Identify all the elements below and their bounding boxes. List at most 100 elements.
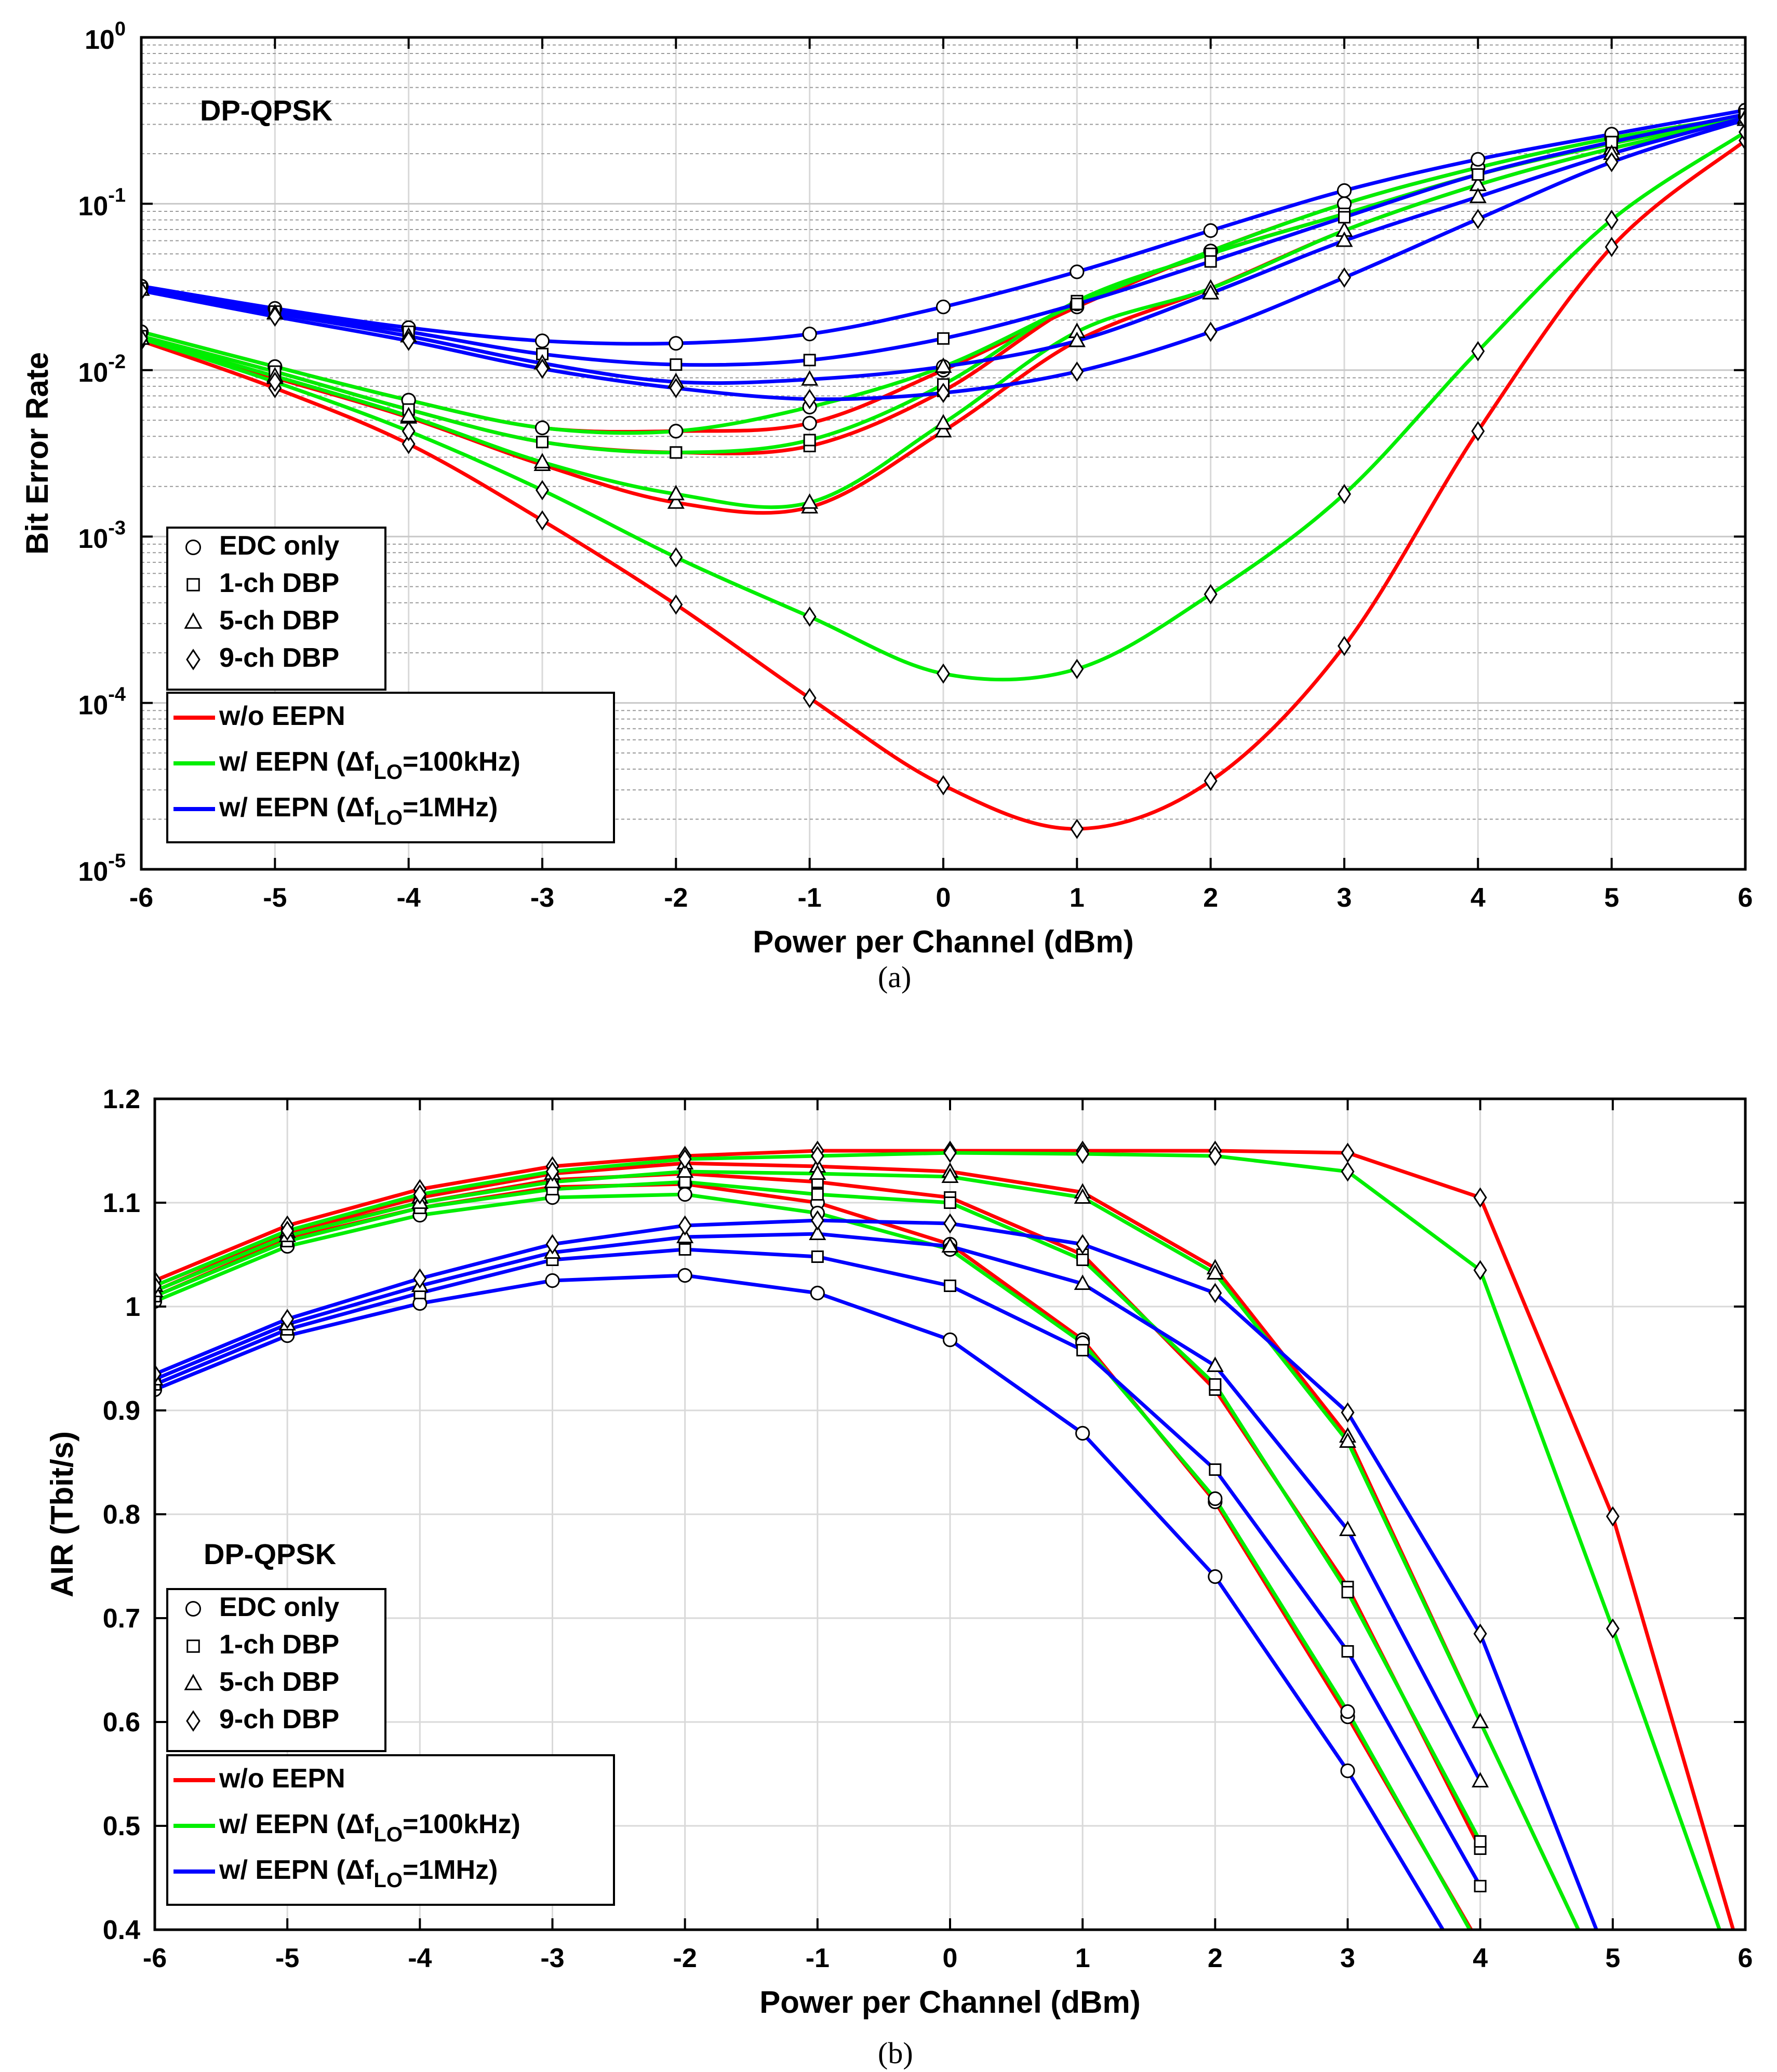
data-point-11-2 (413, 1268, 427, 1289)
x-axis-label: Power per Channel (dBm) (753, 924, 1133, 959)
y-tick-label: 10-5 (78, 850, 126, 887)
data-point-9-6 (944, 1280, 956, 1292)
data-point-11-8 (1204, 321, 1218, 342)
data-point-8-6 (936, 299, 951, 315)
data-point-11-3 (535, 358, 550, 379)
x-tick-label: -2 (664, 883, 688, 913)
data-point-11-1 (280, 1309, 295, 1329)
data-point-10-9 (1339, 1521, 1357, 1536)
data-point-10-9 (1335, 231, 1353, 247)
data-point-6-9 (1339, 1432, 1357, 1448)
data-point-11-10 (1471, 209, 1485, 230)
data-point-3-8 (1204, 771, 1218, 791)
data-point-6-3 (533, 453, 551, 468)
data-point-5-6 (944, 1196, 956, 1209)
legend-subscript: LO (373, 761, 403, 784)
line-legend-box (166, 692, 615, 843)
data-point-9-10 (1472, 168, 1485, 181)
data-point-10-10 (1469, 187, 1487, 204)
data-point-5-5 (811, 1188, 824, 1201)
data-point-7-3 (545, 1161, 559, 1182)
data-point-0-5 (802, 415, 817, 431)
legend-marker-square (186, 578, 200, 591)
x-tick-label: 0 (943, 1943, 958, 1973)
x-tick-label: -5 (263, 883, 287, 913)
y-tick-exponent: -2 (108, 351, 126, 373)
x-tick-label: 1 (1075, 1943, 1090, 1973)
data-point-3-2 (402, 434, 416, 454)
x-tick-label: -3 (540, 1943, 564, 1973)
y-tick-label: 10-2 (78, 351, 126, 388)
data-point-11-5 (803, 389, 817, 410)
x-tick-label: 2 (1208, 1943, 1223, 1973)
data-point-11-7 (1070, 361, 1084, 382)
data-point-9-10 (1474, 1880, 1487, 1892)
y-tick-label: 10-4 (78, 684, 126, 721)
legend-marker-square (186, 1639, 200, 1653)
legend-text: w/ EEPN (Δf (219, 1855, 374, 1885)
chart-annotation: DP-QPSK (204, 1538, 336, 1570)
data-point-7-0 (155, 1275, 162, 1296)
panel-label-a: (a) (878, 960, 912, 994)
data-point-6-4 (667, 485, 685, 501)
marker-legend-box (166, 1588, 386, 1752)
data-point-10-5 (809, 1225, 826, 1240)
x-tick-label: -1 (798, 883, 822, 913)
data-point-7-10 (1471, 341, 1485, 361)
line-legend-box (166, 1754, 615, 1906)
x-tick-label: 0 (936, 883, 951, 913)
data-point-10-4 (676, 1228, 694, 1243)
x-tick-label: -4 (408, 1943, 432, 1973)
y-tick-label: 0.6 (103, 1707, 140, 1738)
y-tick-label: 0.9 (103, 1396, 140, 1426)
x-tick-label: -4 (397, 883, 421, 913)
x-tick-label: -1 (806, 1943, 830, 1973)
data-point-9-4 (670, 358, 683, 371)
data-point-9-5 (811, 1250, 824, 1263)
data-point-6-6 (941, 1167, 959, 1183)
data-point-8-10 (1471, 152, 1486, 167)
legend-marker-triangle (184, 1674, 203, 1690)
data-point-10-8 (1202, 284, 1220, 300)
series-line-6 (155, 1169, 1581, 1930)
y-tick-label: 0.4 (103, 1915, 140, 1945)
x-tick-label: 4 (1471, 883, 1486, 913)
data-point-7-4 (669, 547, 683, 568)
x-tick-label: 2 (1203, 883, 1218, 913)
data-point-7-9 (1337, 483, 1352, 504)
legend-text: w/o EEPN (219, 1764, 345, 1794)
data-point-2-4 (667, 493, 685, 509)
legend-subscript: LO (373, 1823, 403, 1846)
data-point-11-3 (545, 1234, 559, 1255)
data-point-8-3 (535, 333, 550, 348)
data-point-6-8 (1206, 1264, 1224, 1280)
x-tick-label: 4 (1473, 1943, 1488, 1973)
legend-label-diamond: 9-ch DBP (219, 1704, 339, 1734)
y-tick-base: 10 (78, 358, 108, 388)
marker-legend-box (166, 527, 386, 691)
data-point-11-4 (669, 378, 683, 398)
y-tick-label: 1.1 (103, 1188, 140, 1218)
legend-tail: =1MHz) (403, 1855, 498, 1885)
y-tick-exponent: -3 (108, 517, 126, 539)
data-point-9-9 (1341, 1645, 1354, 1658)
data-point-8-7 (1070, 264, 1085, 279)
y-tick-base: 10 (78, 191, 108, 221)
data-point-7-10 (1473, 1260, 1487, 1281)
legend-line-label-green: w/ EEPN (ΔfLO=100kHz) (219, 747, 520, 784)
x-tick-label: 6 (1738, 1943, 1753, 1973)
y-tick-label: 100 (85, 18, 126, 55)
data-point-8-3 (545, 1273, 560, 1288)
data-point-7-7 (1076, 1143, 1090, 1164)
data-point-3-11 (1606, 1506, 1620, 1527)
x-tick-label: -3 (530, 883, 554, 913)
legend-label-square: 1-ch DBP (219, 568, 339, 598)
data-point-7-0 (141, 328, 149, 349)
legend-line-label-blue: w/ EEPN (ΔfLO=1MHz) (219, 792, 498, 829)
data-point-7-9 (1341, 1161, 1355, 1182)
data-point-10-7 (1074, 1274, 1091, 1290)
data-point-8-4 (677, 1268, 692, 1283)
y-tick-exponent: -1 (108, 184, 126, 206)
data-point-11-1 (268, 306, 282, 327)
y-tick-base: 10 (78, 524, 108, 554)
